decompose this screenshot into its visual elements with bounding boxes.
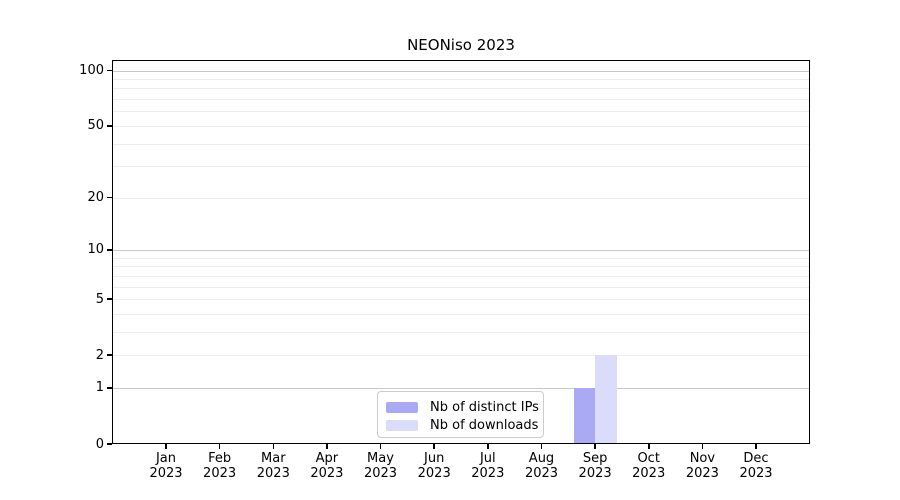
x-tick-mark [594,444,596,449]
x-tick-year: 2023 [256,466,290,481]
minor-gridline [112,257,810,259]
y-tick-mark [107,298,112,300]
x-tick-mark [487,444,489,449]
x-tick-label: Apr 2023 [297,451,357,481]
legend-label-distinct-ips: Nb of distinct IPs [430,399,539,415]
legend-swatch-downloads-icon [386,419,418,431]
y-tick-mark [107,249,112,251]
y-tick-mark [107,443,112,445]
y-tick-mark [107,354,112,356]
minor-gridline [112,266,810,268]
legend-label-downloads: Nb of downloads [430,417,539,433]
x-tick-label: Aug 2023 [512,451,572,481]
x-tick-label: Nov 2023 [672,451,732,481]
major-gridline [112,249,810,251]
x-tick-year: 2023 [739,466,773,481]
y-tick-mark [107,69,112,72]
plot-area-border [112,60,810,444]
x-tick-mark [701,444,704,449]
legend-swatch-distinct-ips-icon [386,401,418,413]
minor-gridline [112,331,810,333]
y-tick-label: 20 [87,190,104,206]
x-tick-mark [433,444,435,449]
minor-gridline [112,166,810,168]
y-tick-label: 1 [95,380,104,396]
minor-gridline [112,355,810,357]
x-tick-label: Sep 2023 [565,451,625,481]
bar-nb-of-downloads [595,355,617,444]
x-tick-year: 2023 [310,466,344,481]
minor-gridline [112,197,810,199]
minor-gridline [112,125,810,127]
x-tick-year: 2023 [578,466,612,481]
minor-gridline [112,88,810,90]
minor-gridline [112,313,810,315]
chart-title: NEONiso 2023 [407,36,515,54]
x-tick-mark [379,444,382,449]
y-tick-mark [107,196,112,199]
major-gridline [112,70,810,72]
x-tick-year: 2023 [363,466,398,481]
x-tick-label: May 2023 [351,451,411,481]
x-tick-label: Dec 2023 [726,451,786,481]
x-tick-mark [326,444,328,449]
minor-gridline [112,299,810,300]
x-tick-mark [165,444,167,449]
y-tick-label: 2 [95,347,104,363]
y-tick-mark [107,125,112,127]
x-tick-label: Oct 2023 [619,451,679,481]
x-tick-mark [272,444,274,449]
x-tick-year: 2023 [632,466,666,481]
minor-gridline [112,286,810,288]
x-tick-mark [648,444,650,449]
x-tick-label: Jul 2023 [458,451,518,481]
x-tick-label: Jun 2023 [404,451,464,481]
y-tick-label: 100 [79,63,104,78]
minor-gridline [112,143,810,145]
x-tick-year: 2023 [149,466,183,481]
minor-gridline [112,78,810,80]
x-tick-year: 2023 [471,466,505,481]
x-tick-year: 2023 [417,466,451,481]
y-tick-label: 0 [95,436,104,452]
x-tick-year: 2023 [685,466,719,481]
minor-gridline [112,275,810,277]
x-tick-mark [540,444,543,449]
legend-item-downloads: Nb of downloads [386,416,539,434]
y-tick-label: 5 [95,291,104,307]
x-tick-mark [755,444,757,449]
y-tick-mark [107,387,112,389]
x-tick-year: 2023 [203,466,237,481]
x-tick-label: Jan 2023 [136,451,196,481]
x-tick-label: Mar 2023 [243,451,303,481]
x-tick-year: 2023 [524,466,559,481]
y-tick-label: 50 [87,118,104,134]
minor-gridline [112,99,810,100]
x-tick-label: Feb 2023 [190,451,250,481]
major-gridline [112,387,810,389]
minor-gridline [112,111,810,113]
bar-nb-of-distinct-ips [573,387,596,444]
legend-item-distinct-ips: Nb of distinct IPs [386,398,539,416]
x-tick-mark [218,444,221,449]
y-tick-label: 10 [87,242,104,258]
legend: Nb of distinct IPs Nb of downloads [377,391,544,438]
